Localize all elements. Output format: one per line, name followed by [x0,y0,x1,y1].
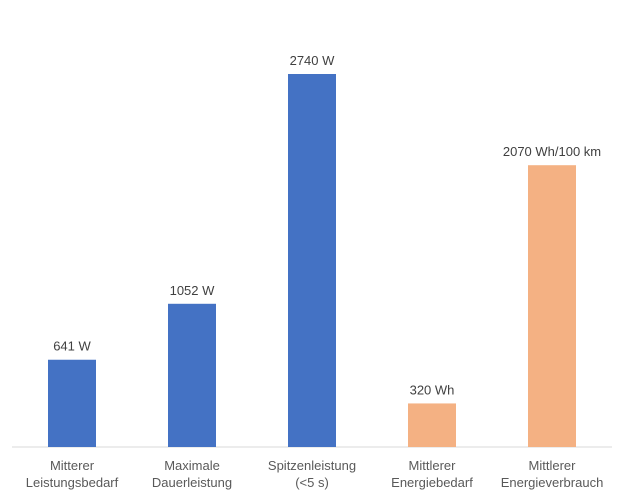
category-label: Energieverbrauch [501,475,604,490]
category-label: Mittlerer [409,458,457,473]
data-label: 2740 W [290,53,336,68]
category-label: Mittlerer [529,458,577,473]
category-label: Maximale [164,458,220,473]
data-label: 320 Wh [410,382,455,397]
category-label: Mitterer [50,458,95,473]
bar [528,165,576,448]
bar [408,403,456,447]
category-label: Leistungsbedarf [26,475,119,490]
bar [288,74,336,447]
data-label: 641 W [53,339,91,354]
category-label: (<5 s) [295,475,329,490]
category-label: Spitzenleistung [268,458,356,473]
data-label: 2070 Wh/100 km [503,144,601,159]
category-label: Energiebedarf [391,475,473,490]
bar [168,303,216,447]
bar [48,359,96,447]
category-label: Dauerleistung [152,475,232,490]
data-label: 1052 W [170,283,216,298]
